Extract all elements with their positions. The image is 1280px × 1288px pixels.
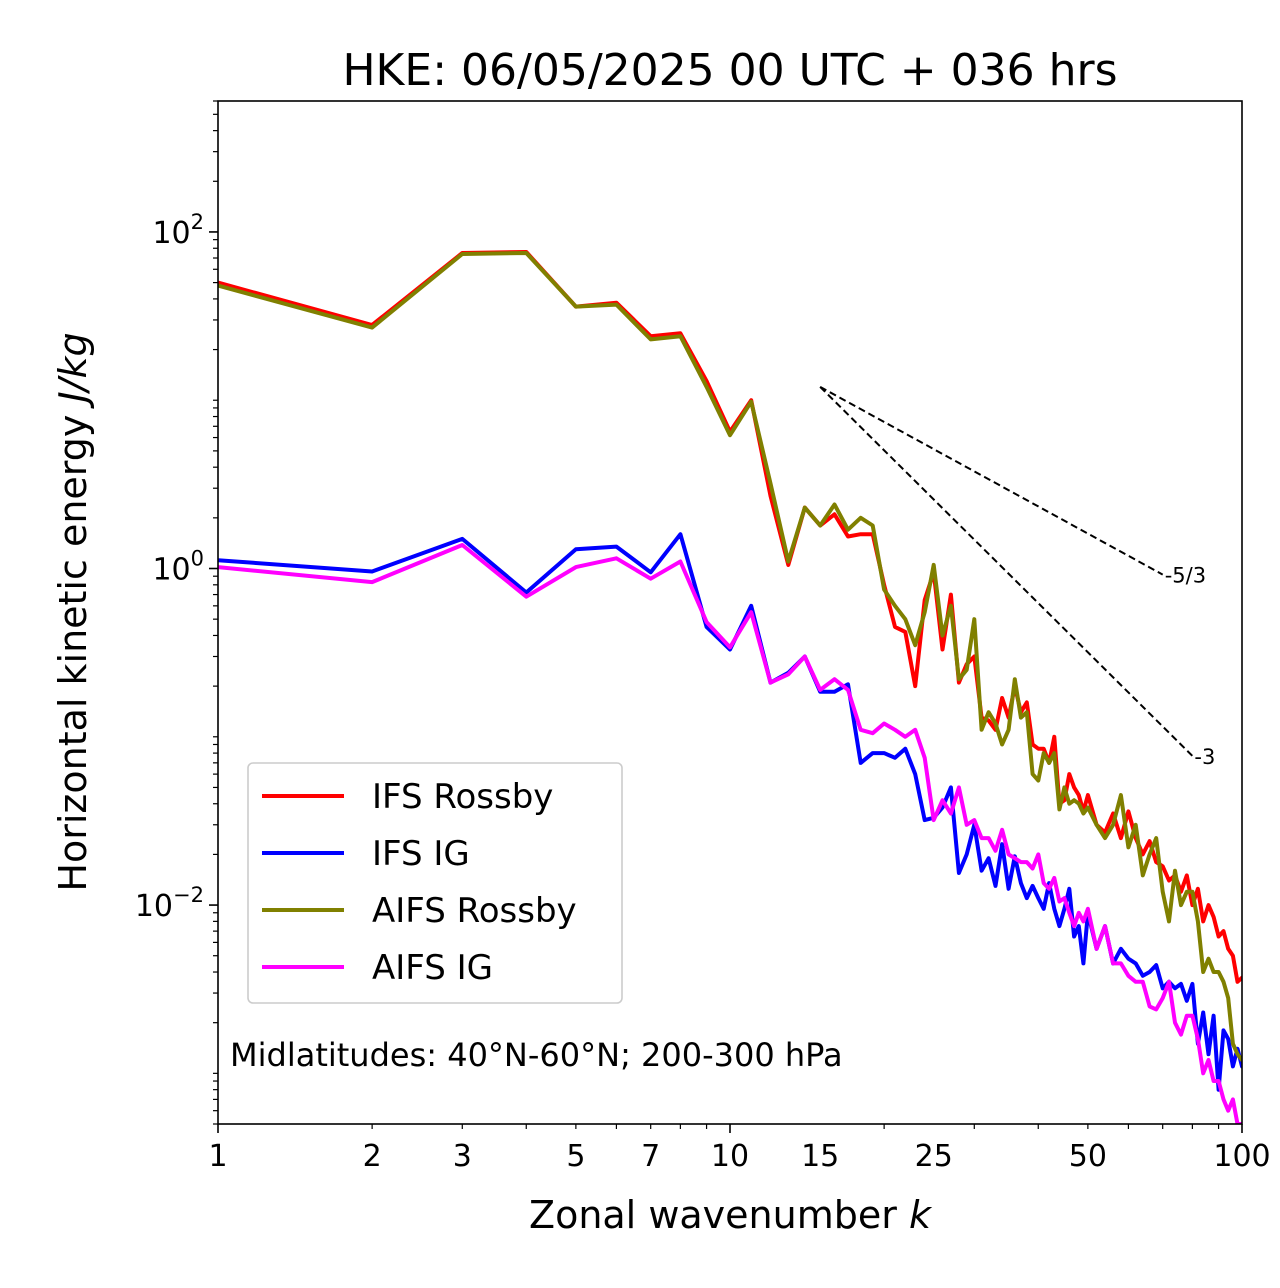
y-axis-ticks: 102 100 10−2 (135, 100, 218, 1125)
y-axis-label-unit: J/kg (51, 332, 95, 409)
legend: IFS Rossby IFS IG AIFS Rossby AIFS IG (247, 762, 623, 1004)
x-tick-label: 50 (1069, 1139, 1107, 1174)
y-tick-label: 102 (152, 210, 204, 251)
x-tick-label: 100 (1213, 1139, 1270, 1174)
legend-label-3: AIFS IG (372, 948, 493, 988)
legend-label-2: AIFS Rossby (372, 891, 577, 931)
slope-label-1: -3 (1194, 745, 1215, 769)
x-axis-ticks: 1 2 3 5 7 10 15 25 50 100 (208, 1124, 1271, 1174)
x-axis-label-text: Zonal wavenumber (529, 1193, 897, 1237)
x-tick-label: 2 (363, 1139, 382, 1174)
series-line-3 (218, 543, 1242, 1124)
region-annotation: Midlatitudes: 40°N-60°N; 200-300 hPa (230, 1036, 843, 1074)
x-tick-label: 15 (801, 1139, 839, 1174)
legend-entries: IFS Rossby IFS IG AIFS Rossby AIFS IG (262, 777, 577, 988)
x-axis-label-var: k (909, 1193, 933, 1237)
legend-box (247, 762, 623, 1004)
x-tick-label: 10 (711, 1139, 749, 1174)
x-axis-label: Zonal wavenumber k (529, 1193, 933, 1237)
y-axis-label: Horizontal kinetic energy J/kg (51, 332, 95, 891)
slope-label-0: -5/3 (1165, 564, 1206, 588)
x-tick-label: 7 (641, 1139, 660, 1174)
series-line-2 (218, 251, 1242, 1062)
slope-lines: -5/3 -3 (819, 386, 1215, 769)
y-axis-label-text: Horizontal kinetic energy (51, 415, 95, 892)
y-tick-label: 100 (152, 547, 204, 588)
slope-line-0 (819, 386, 1164, 576)
chart-title: HKE: 06/05/2025 00 UTC + 036 hrs (342, 45, 1117, 96)
series-layer (218, 250, 1242, 1124)
x-tick-label: 25 (915, 1139, 953, 1174)
x-tick-label: 1 (208, 1139, 227, 1174)
x-tick-label: 3 (453, 1139, 472, 1174)
x-tick-label: 5 (566, 1139, 585, 1174)
legend-label-1: IFS IG (372, 834, 470, 874)
slope-line-1 (819, 386, 1194, 757)
legend-label-0: IFS Rossby (372, 777, 553, 817)
y-tick-label: 10−2 (135, 883, 204, 924)
